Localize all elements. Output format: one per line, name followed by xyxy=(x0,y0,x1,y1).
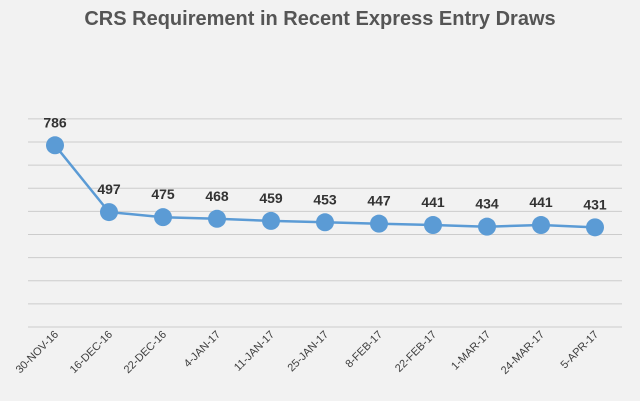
data-point-3 xyxy=(208,209,226,228)
data-markers xyxy=(46,136,604,237)
data-label-1: 497 xyxy=(97,181,121,197)
x-tick-label-8: 1-MAR-17 xyxy=(449,329,493,373)
chart-title: CRS Requirement in Recent Express Entry … xyxy=(84,8,556,30)
data-point-7 xyxy=(424,216,442,235)
x-tick-label-10: 5-APR-17 xyxy=(558,329,601,372)
data-point-2 xyxy=(154,208,172,227)
data-point-9 xyxy=(532,216,550,235)
x-tick-label-2: 22-DEC-16 xyxy=(122,329,169,376)
data-label-8: 434 xyxy=(475,196,499,212)
data-point-6 xyxy=(370,214,388,233)
data-point-8 xyxy=(478,217,496,236)
data-label-10: 431 xyxy=(583,196,607,212)
x-tick-label-5: 25-JAN-17 xyxy=(285,329,331,375)
data-label-4: 459 xyxy=(259,190,283,206)
data-label-5: 453 xyxy=(313,191,337,207)
data-label-6: 447 xyxy=(367,193,391,209)
data-point-0 xyxy=(46,136,64,155)
data-label-7: 441 xyxy=(421,194,445,210)
gridlines xyxy=(28,118,622,328)
data-point-1 xyxy=(100,203,118,222)
data-point-5 xyxy=(316,213,334,232)
x-tick-label-7: 22-FEB-17 xyxy=(393,329,439,375)
x-tick-label-1: 16-DEC-16 xyxy=(68,329,115,376)
x-tick-label-9: 24-MAR-17 xyxy=(499,329,547,377)
x-tick-label-0: 30-NOV-16 xyxy=(14,329,61,376)
x-tick-label-3: 4-JAN-17 xyxy=(182,329,223,370)
data-label-3: 468 xyxy=(205,188,229,204)
data-labels: 786 497 475 468 459 453 447 441 434 441 431 xyxy=(43,114,607,212)
x-tick-label-6: 8-FEB-17 xyxy=(343,329,385,371)
data-label-9: 441 xyxy=(529,194,553,210)
data-point-4 xyxy=(262,211,280,230)
data-label-0: 786 xyxy=(43,114,67,130)
data-label-2: 475 xyxy=(151,186,175,202)
x-tick-label-4: 11-JAN-17 xyxy=(232,329,277,374)
data-point-10 xyxy=(586,218,604,237)
x-axis-ticks: 30-NOV-16 16-DEC-16 22-DEC-16 4-JAN-17 11-JA… xyxy=(14,329,601,377)
